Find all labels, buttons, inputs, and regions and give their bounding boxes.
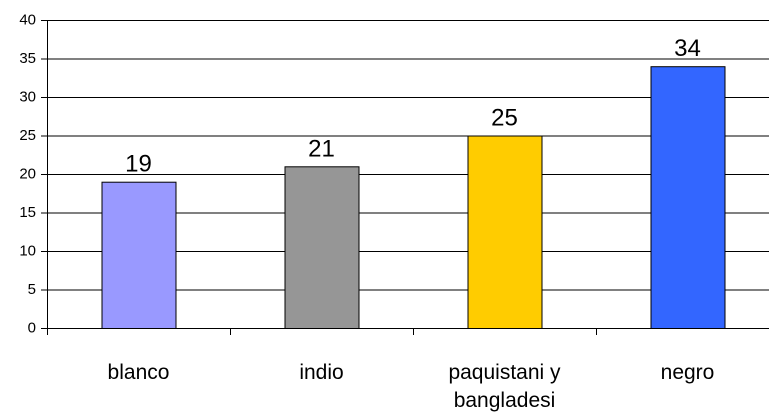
bar-negro bbox=[650, 66, 726, 329]
x-category-label: paquistani y bbox=[448, 361, 561, 384]
y-tick-label: 25 bbox=[19, 127, 36, 144]
x-category-label: indio bbox=[299, 361, 343, 384]
bar-paquistani-y-bangladesi bbox=[467, 135, 543, 329]
x-axis-ticks bbox=[47, 328, 597, 335]
data-label: 34 bbox=[674, 35, 701, 62]
y-tick-label: 40 bbox=[19, 11, 36, 28]
category-labels: blanco indio paquistani y bangladesi negro bbox=[108, 361, 715, 412]
data-label: 21 bbox=[308, 135, 335, 162]
x-category-label: blanco bbox=[108, 361, 170, 384]
data-labels: 19 21 25 34 bbox=[125, 35, 701, 178]
y-tick-label: 5 bbox=[28, 281, 36, 298]
y-tick-label: 30 bbox=[19, 88, 36, 105]
y-tick-label: 15 bbox=[19, 204, 36, 221]
y-tick-label: 10 bbox=[19, 242, 36, 259]
y-tick-label: 35 bbox=[19, 50, 36, 67]
x-category-label: bangladesi bbox=[454, 389, 556, 412]
y-axis-ticks: 0 5 10 15 20 25 30 35 40 bbox=[19, 11, 47, 336]
y-tick-label: 0 bbox=[28, 319, 36, 336]
bars bbox=[101, 66, 726, 329]
x-category-label: negro bbox=[661, 361, 715, 384]
data-label: 25 bbox=[491, 105, 518, 132]
bar-indio bbox=[284, 166, 360, 329]
bar-blanco bbox=[101, 181, 177, 329]
data-label: 19 bbox=[125, 151, 152, 178]
y-tick-label: 20 bbox=[19, 165, 36, 182]
